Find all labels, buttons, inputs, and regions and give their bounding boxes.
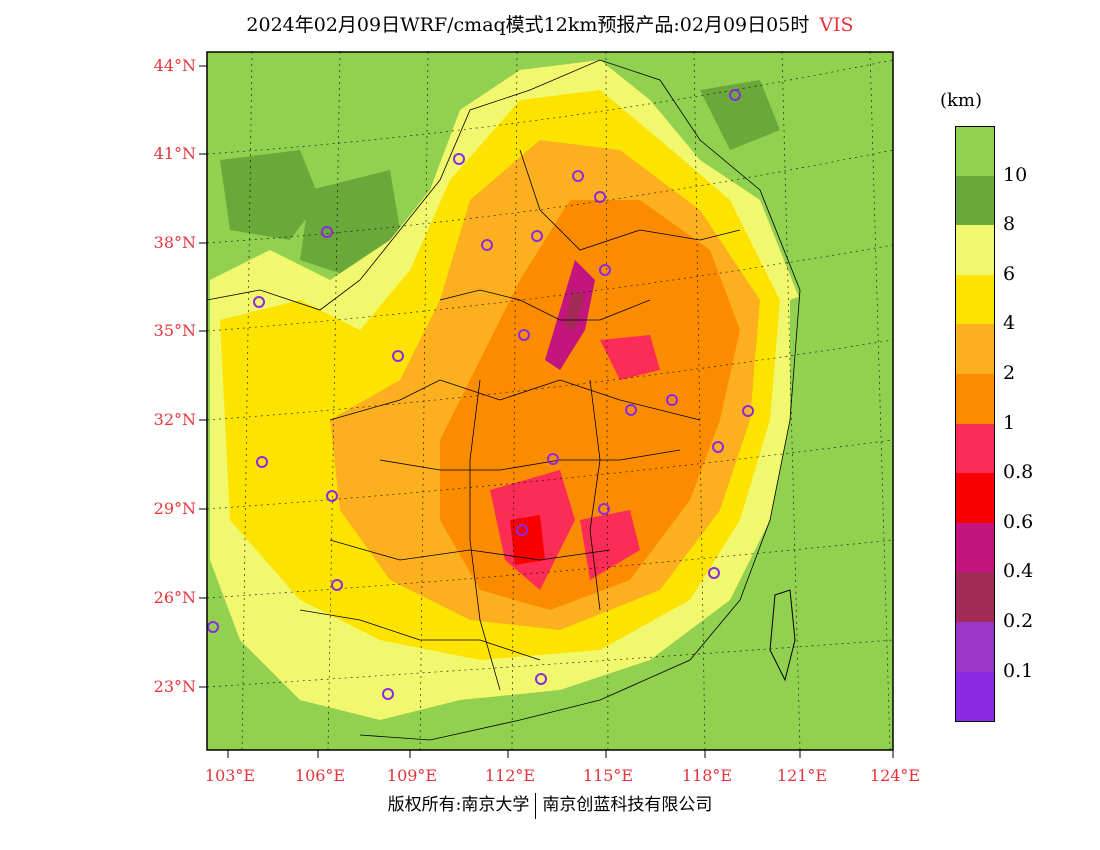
legend-swatch xyxy=(955,423,995,474)
legend-label: 0.8 xyxy=(1003,461,1034,484)
legend-swatch xyxy=(955,225,995,275)
lat-label-26: 26°N xyxy=(153,588,196,607)
lon-label-118: 118°E xyxy=(681,766,733,785)
map-frame xyxy=(206,51,894,751)
legend-swatch xyxy=(955,671,995,723)
legend-label: 0.6 xyxy=(1003,510,1034,533)
legend-swatch xyxy=(955,622,995,672)
legend-swatch xyxy=(955,126,995,177)
map-title: 2024年02月09日WRF/cmaq模式12km预报产品:02月09日05时 V… xyxy=(0,10,1100,37)
lon-label-112: 112°E xyxy=(484,766,536,785)
lat-label-35: 35°N xyxy=(153,321,196,340)
lon-label-109: 109°E xyxy=(386,766,438,785)
lat-label-29: 29°N xyxy=(153,499,196,518)
lon-label-106: 106°E xyxy=(294,766,346,785)
lat-label-44: 44°N xyxy=(153,56,196,75)
lon-label-103: 103°E xyxy=(204,766,256,785)
legend-swatch xyxy=(955,175,995,226)
legend-label: 10 xyxy=(1003,163,1028,186)
lat-label-32: 32°N xyxy=(153,410,196,429)
legend-swatch xyxy=(955,473,995,523)
legend-swatch xyxy=(955,374,995,424)
footer-left: 版权所有:南京大学 xyxy=(387,795,530,815)
legend-swatch xyxy=(955,572,995,622)
legend-label: 6 xyxy=(1003,262,1016,285)
map-field xyxy=(207,52,893,750)
lon-label-115: 115°E xyxy=(582,766,634,785)
legend-label: 4 xyxy=(1003,312,1016,335)
copyright-footer: 版权所有:南京大学 南京创蓝科技有限公司 xyxy=(0,790,1100,819)
legend-label: 0.2 xyxy=(1003,610,1034,632)
legend-swatch xyxy=(955,324,995,374)
lat-label-41: 41°N xyxy=(153,144,196,163)
legend-label: 2 xyxy=(1003,362,1016,384)
legend-swatch xyxy=(955,274,995,325)
footer-separator xyxy=(535,792,537,819)
lat-label-38: 38°N xyxy=(153,233,196,252)
title-variable: VIS xyxy=(819,14,854,36)
title-main: 2024年02月09日WRF/cmaq模式12km预报产品:02月09日05时 xyxy=(246,14,810,36)
legend-label: 1 xyxy=(1003,411,1016,434)
legend-unit: (km) xyxy=(940,90,983,111)
lon-label-124: 124°E xyxy=(869,766,921,785)
lon-label-121: 121°E xyxy=(776,766,828,785)
lat-label-23: 23°N xyxy=(153,677,196,696)
legend-label: 0.1 xyxy=(1003,659,1034,682)
legend-label: 0.4 xyxy=(1003,560,1034,583)
legend-swatch xyxy=(955,522,995,573)
footer-right: 南京创蓝科技有限公司 xyxy=(542,795,713,815)
legend-label: 8 xyxy=(1003,213,1016,236)
